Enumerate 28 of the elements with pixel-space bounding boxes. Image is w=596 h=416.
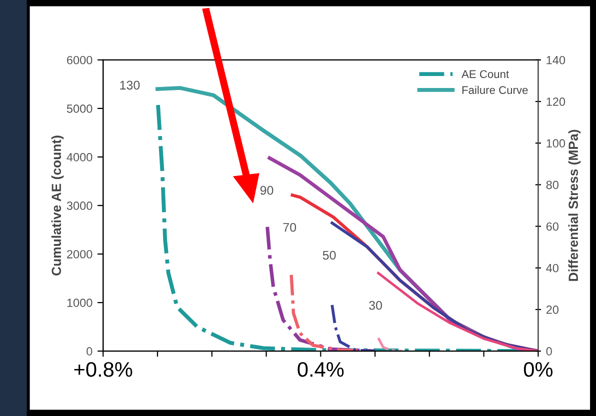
x-tick-label: 0.4% (298, 362, 344, 377)
y2-tick-label: 0 (546, 347, 552, 356)
x-tick-label: +0.8% (74, 362, 132, 377)
y-tick-label: 5000 (66, 104, 92, 113)
y2-tick-label: 40 (546, 264, 558, 272)
y-tick-label: 2000 (67, 250, 92, 258)
y2-axis-title: Differential Stress (MPa) (568, 130, 581, 281)
y2-tick-label: 20 (546, 306, 558, 314)
y-axis-title: Cumulative AE (count) (51, 136, 64, 276)
y-tick-label: 6000 (67, 56, 92, 64)
annotation: 130 (120, 80, 140, 90)
y-tick-label: 4000 (66, 153, 92, 162)
x-tick-label: 0% (524, 362, 552, 377)
y-tick-label: 0 (86, 347, 92, 356)
y2-tick-label: 140 (546, 56, 566, 64)
y2-tick-label: 120 (546, 98, 566, 106)
legend-label: AE Count (462, 70, 509, 78)
annotation: 50 (322, 250, 336, 260)
y-tick-label: 1000 (67, 298, 92, 307)
y2-tick-label: 100 (546, 139, 566, 148)
line-series (377, 336, 404, 352)
annotation: 70 (283, 222, 296, 232)
annotation: 30 (369, 300, 382, 310)
annotation: 90 (260, 186, 274, 195)
y-tick-label: 3000 (66, 202, 92, 210)
y2-tick-label: 80 (546, 180, 558, 190)
y2-tick-label: 60 (546, 222, 558, 231)
legend-label: Failure Curve (462, 86, 528, 94)
